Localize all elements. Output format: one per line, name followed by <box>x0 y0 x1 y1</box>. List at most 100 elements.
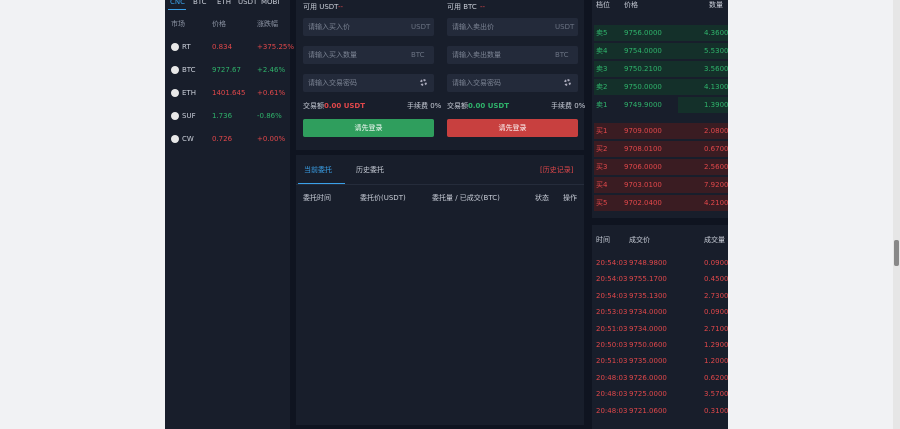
trade-amount: 2.7100 <box>704 324 729 333</box>
divider <box>296 184 584 185</box>
depth-bar <box>678 97 728 113</box>
trade-amount: 0.6200 <box>704 373 729 382</box>
input-unit: BTC <box>555 51 569 59</box>
trade-amount: 0.0900 <box>704 308 729 317</box>
trades-panel <box>592 225 728 429</box>
trade-amount: 0.4500 <box>704 275 729 284</box>
coin-name[interactable]: SUF <box>182 112 196 120</box>
depth-level: 卖1 <box>596 101 608 109</box>
depth-price: 9709.0000 <box>624 127 662 135</box>
input-box[interactable] <box>447 74 578 92</box>
submit-button[interactable]: 请先登录 <box>303 119 434 137</box>
depth-level: 买1 <box>596 127 608 135</box>
tab-underline <box>168 9 186 10</box>
input-box[interactable] <box>303 18 434 36</box>
trade-amount: 1.2900 <box>704 341 729 349</box>
depth-bar <box>594 195 728 211</box>
coin-price: 9727.67 <box>212 66 241 74</box>
order-header: 委托价(USDT) <box>360 194 406 202</box>
scrollbar[interactable] <box>893 0 900 429</box>
depth-amount: 2.5600 <box>704 163 729 171</box>
input-box[interactable] <box>303 46 434 64</box>
coin-change: +0.00% <box>257 135 286 143</box>
trade-time: 20:48:03 <box>596 406 628 415</box>
scroll-thumb[interactable] <box>894 240 899 266</box>
coin-name[interactable]: CW <box>182 135 194 143</box>
depth-price: 9750.2100 <box>624 65 662 73</box>
available: 可用 USDT <box>303 3 339 11</box>
depth-price: 9749.9000 <box>624 101 662 109</box>
trade-amount: 0.3100 <box>704 406 729 415</box>
available-value: -- <box>480 3 486 11</box>
orders-panel <box>296 155 584 425</box>
market-header: 涨跌幅 <box>257 20 278 28</box>
input-placeholder: 请输入交易密码 <box>452 79 501 87</box>
coin-change: -0.86% <box>257 112 282 120</box>
depth-bar <box>594 43 728 59</box>
order-header: 状态 <box>535 194 549 202</box>
depth-price: 9750.0000 <box>624 83 662 91</box>
depth-amount: 3.5600 <box>704 65 729 73</box>
coin-name[interactable]: RT <box>182 43 191 51</box>
input-box[interactable] <box>447 18 578 36</box>
trade-price: 9750.0600 <box>629 341 667 349</box>
depth-amount: 7.9200 <box>704 181 729 189</box>
trades-header: 时间 <box>596 236 610 244</box>
trade-time: 20:48:03 <box>596 390 628 399</box>
depth-amount: 5.5300 <box>704 47 729 55</box>
market-tab[interactable]: MOBI <box>261 0 280 6</box>
input-placeholder: 请输入交易密码 <box>308 79 357 87</box>
trade-price: 9726.0000 <box>629 373 667 382</box>
depth-bar <box>594 123 728 139</box>
depth-price: 9756.0000 <box>624 29 662 37</box>
input-box[interactable] <box>303 74 434 92</box>
coin-name[interactable]: ETH <box>182 89 196 97</box>
trade-time: 20:51:03 <box>596 324 628 333</box>
available-value: -- <box>338 3 344 11</box>
trade-amount: 2.7300 <box>704 291 729 300</box>
depth-level: 卖4 <box>596 47 608 55</box>
trade-price: 9755.1700 <box>629 275 667 284</box>
total-label: 交易额 <box>303 102 324 110</box>
input-box[interactable] <box>447 46 578 64</box>
depth-price: 9706.0000 <box>624 163 662 171</box>
input-unit: USDT <box>411 23 431 31</box>
depth-amount: 4.3600 <box>704 29 729 37</box>
order-header: 操作 <box>563 194 577 202</box>
depth-price: 9702.0400 <box>624 199 662 207</box>
market-tab[interactable]: ETH <box>217 0 231 6</box>
trade-time: 20:54:03 <box>596 275 628 284</box>
depth-amount: 0.6700 <box>704 145 729 153</box>
total-value: 0.00 USDT <box>468 102 510 110</box>
fee: 手续费 0% <box>551 102 586 110</box>
coin-name[interactable]: BTC <box>182 66 196 74</box>
depth-level: 卖5 <box>596 29 608 37</box>
input-placeholder: 请输入买入数量 <box>308 51 357 59</box>
depth-level: 卖3 <box>596 65 608 73</box>
market-tab[interactable]: USDT <box>238 0 258 6</box>
history-link[interactable]: [历史记录] <box>540 166 574 174</box>
trades-header: 成交量 <box>704 236 725 244</box>
depth-header: 数量 <box>709 1 723 9</box>
trade-price: 9748.9800 <box>629 259 667 267</box>
trade-time: 20:50:03 <box>596 341 628 349</box>
depth-level: 买4 <box>596 181 608 189</box>
depth-level: 卖2 <box>596 83 608 91</box>
depth-bar <box>594 61 728 77</box>
order-header: 委托时间 <box>303 194 331 202</box>
depth-bar <box>594 177 728 193</box>
trade-price: 9735.1300 <box>629 291 667 300</box>
market-header: 市场 <box>171 20 185 28</box>
order-tab[interactable]: 历史委托 <box>356 166 384 174</box>
total-value: 0.00 USDT <box>324 102 366 110</box>
trade-time: 20:54:03 <box>596 291 628 300</box>
gear-icon[interactable] <box>420 79 427 86</box>
submit-button[interactable]: 请先登录 <box>447 119 578 137</box>
gear-icon[interactable] <box>564 79 571 86</box>
trade-price: 9735.0000 <box>629 357 667 366</box>
market-tab[interactable]: BTC <box>193 0 207 6</box>
market-tab[interactable]: CNC <box>170 0 186 6</box>
total-label: 交易额 <box>447 102 468 110</box>
order-tab[interactable]: 当前委托 <box>304 166 332 174</box>
depth-amount: 2.0800 <box>704 127 729 135</box>
